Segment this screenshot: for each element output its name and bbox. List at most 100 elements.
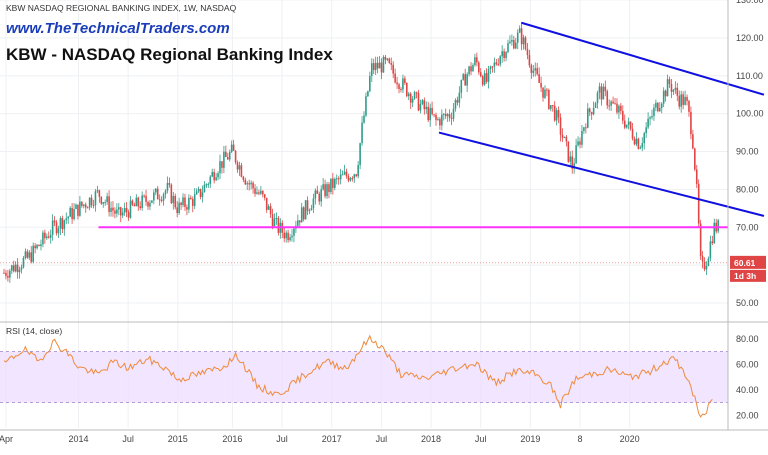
candle-body <box>400 88 402 90</box>
candle-body <box>26 251 29 258</box>
candle-body <box>184 197 186 208</box>
candle-body <box>569 156 572 162</box>
candle-body <box>666 79 669 97</box>
candle-body <box>376 62 379 69</box>
candle-body <box>620 105 622 111</box>
candle-body <box>141 195 143 209</box>
candle-body <box>82 204 85 206</box>
candle-body <box>629 121 632 129</box>
website-label: www.TheTechnicalTraders.com <box>6 20 230 37</box>
candle-body <box>602 86 605 100</box>
candle-body <box>703 261 706 270</box>
candle-body <box>361 122 363 144</box>
candle-body <box>442 114 445 116</box>
candle-body <box>427 106 430 121</box>
candle-body <box>230 144 233 153</box>
candle-body <box>110 207 112 212</box>
candle-body <box>246 183 249 185</box>
candle-body <box>289 237 291 241</box>
candle-body <box>116 209 118 214</box>
candle-body <box>330 178 332 192</box>
candle-body <box>394 73 396 83</box>
candle-body <box>77 204 79 216</box>
candle-body <box>310 208 313 211</box>
candle-body <box>495 62 498 65</box>
candle-body <box>522 37 525 45</box>
candle-body <box>254 188 256 194</box>
candle-body <box>20 267 23 270</box>
candle-body <box>339 174 342 180</box>
candle-body <box>234 150 237 163</box>
annotations <box>0 21 765 264</box>
candle-body <box>260 190 262 194</box>
candle-body <box>660 103 663 109</box>
candle-body <box>42 232 44 245</box>
candle-body <box>359 143 361 166</box>
candle-body <box>571 156 574 169</box>
candle-body <box>616 103 618 113</box>
candle-body <box>158 199 161 201</box>
candle-body <box>349 177 352 181</box>
candle-body <box>429 107 431 121</box>
candle-body <box>59 218 62 229</box>
candle-body <box>553 105 556 121</box>
candle-body <box>3 272 5 274</box>
candle-body <box>711 241 714 244</box>
candle-body <box>199 188 202 197</box>
candle-body <box>217 173 219 178</box>
candle-body <box>402 78 404 90</box>
candle-body <box>7 275 9 278</box>
candle-body <box>30 252 33 262</box>
candle-body <box>462 74 465 80</box>
symbol-line: KBW NASDAQ REGIONAL BANKING INDEX, 1W, N… <box>6 3 237 13</box>
candle-body <box>293 228 295 236</box>
candle-body <box>649 117 651 119</box>
candle-body <box>637 138 640 149</box>
candle-body <box>511 40 513 42</box>
candle-body <box>398 84 400 89</box>
candle-body <box>507 43 509 53</box>
candle-body <box>153 192 155 201</box>
candle-body <box>28 252 31 258</box>
candle-body <box>73 208 75 220</box>
candle-body <box>406 82 408 97</box>
candle-body <box>608 105 610 107</box>
candle-body <box>55 222 58 234</box>
candle-body <box>275 217 278 219</box>
rsi-line <box>3 334 713 418</box>
candle-body <box>242 176 245 180</box>
candle-body <box>444 114 447 117</box>
candle-body <box>413 92 416 99</box>
candle-body <box>363 115 365 123</box>
candle-body <box>441 114 443 126</box>
candle-body <box>635 138 638 145</box>
candle-body <box>347 176 350 181</box>
candle-body <box>474 57 476 66</box>
candle-body <box>98 190 101 197</box>
candle-body <box>518 28 521 33</box>
candle-body <box>90 197 93 206</box>
candle-body <box>326 184 328 197</box>
candle-body <box>34 245 36 249</box>
candle-body <box>548 90 550 109</box>
candle-body <box>456 99 459 103</box>
candle-body <box>351 177 354 179</box>
candle-body <box>312 198 315 209</box>
time-tick-label: Jul <box>122 434 134 444</box>
time-tick-label: 2018 <box>421 434 441 444</box>
candle-body <box>544 89 546 98</box>
candle-body <box>392 64 394 74</box>
candle-body <box>102 202 105 204</box>
candle-body <box>419 103 422 111</box>
rsi-tick-label: 20.00 <box>736 410 759 420</box>
candle-body <box>182 197 184 206</box>
candle-body <box>690 111 692 135</box>
candle-body <box>94 191 97 206</box>
candle-body <box>487 69 490 82</box>
candle-body <box>411 98 414 103</box>
candle-body <box>143 195 145 197</box>
candle-body <box>170 184 173 204</box>
candle-body <box>9 270 11 278</box>
price-candles <box>3 22 719 283</box>
candle-body <box>79 201 81 216</box>
